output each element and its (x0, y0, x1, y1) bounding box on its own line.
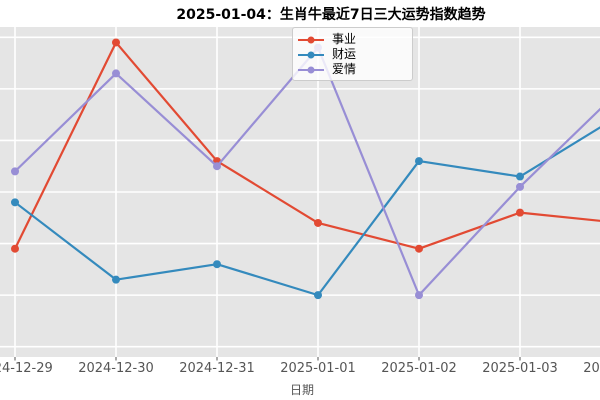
x-tick-label: 2024-12-29 (0, 361, 53, 376)
line-marker-icon (298, 66, 324, 73)
line-marker-icon (298, 51, 324, 58)
legend-label-love: 爱情 (332, 62, 357, 76)
x-tick-label: 2025-01-03 (482, 361, 558, 376)
x-tick-label: 2025-01-04 (583, 361, 600, 376)
x-axis-title: 日期 (289, 383, 315, 397)
chart-title: 2025-01-04：生肖牛最近7日三大运势指数趋势 (176, 7, 486, 23)
line-marker-icon (298, 36, 324, 43)
legend-item-career: 事业 (297, 32, 406, 47)
legend-label-wealth: 财运 (332, 47, 357, 61)
legend: 事业 财运 爱情 (292, 27, 413, 81)
legend-item-love: 爱情 (297, 62, 406, 77)
x-tick-label: 2025-01-02 (381, 361, 457, 376)
legend-item-wealth: 财运 (297, 47, 406, 62)
x-tick-label: 2025-01-01 (280, 361, 356, 376)
x-tick-label: 2024-12-31 (179, 361, 255, 376)
legend-label-career: 事业 (332, 32, 357, 46)
x-tick-label: 2024-12-30 (78, 361, 154, 376)
